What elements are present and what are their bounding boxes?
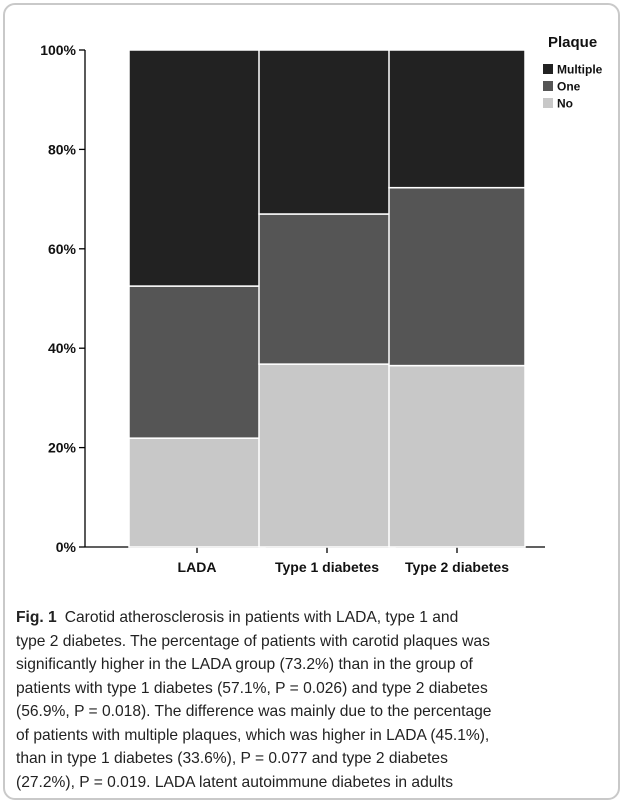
bar-segment-multiple bbox=[128, 49, 266, 287]
caption-line: significantly higher in the LADA group (… bbox=[16, 656, 473, 673]
bar-segment-one bbox=[258, 213, 396, 365]
x-tick-label: Type 2 diabetes bbox=[405, 559, 509, 575]
y-tick-label: 20% bbox=[48, 440, 77, 456]
chart-bars bbox=[128, 49, 526, 548]
figure-caption: Fig. 1 Carotid atherosclerosis in patient… bbox=[16, 606, 606, 794]
legend-title: Plaque bbox=[548, 34, 597, 51]
caption-line: than in type 1 diabetes (33.6%), P = 0.0… bbox=[16, 750, 448, 767]
caption-line: of patients with multiple plaques, which… bbox=[16, 726, 490, 744]
bar-segment-no bbox=[388, 364, 526, 548]
legend-swatch-one bbox=[543, 81, 553, 91]
legend-swatch-multiple bbox=[543, 64, 553, 74]
caption-line: (27.2%), P = 0.019. LADA latent autoimmu… bbox=[16, 773, 454, 791]
bar-segment-one bbox=[388, 186, 526, 367]
y-tick-label: 40% bbox=[48, 340, 77, 356]
bar-segment-multiple bbox=[258, 49, 396, 215]
y-tick-label: 60% bbox=[48, 241, 77, 257]
legend-label-one: One bbox=[557, 80, 581, 94]
stacked-bar-chart: LADA Type 1 diabetes Type 2 diabetes 0% 20% 4… bbox=[40, 34, 603, 575]
bar-segment-one bbox=[128, 285, 266, 439]
x-tick-label: Type 1 diabetes bbox=[275, 559, 379, 575]
y-tick-label: 0% bbox=[56, 539, 77, 555]
legend-label-no: No bbox=[557, 97, 573, 111]
legend-label-multiple: Multiple bbox=[557, 63, 603, 77]
x-tick-label: LADA bbox=[178, 559, 217, 575]
caption-line: patients with type 1 diabetes (57.1%, P … bbox=[16, 679, 488, 697]
y-tick-label: 100% bbox=[40, 42, 76, 58]
caption-text: Carotid atherosclerosis in patients with… bbox=[64, 609, 459, 626]
caption-line: type 2 diabetes. The percentage of patie… bbox=[16, 632, 490, 650]
bar-segment-no bbox=[258, 363, 396, 548]
y-tick-label: 80% bbox=[48, 141, 77, 157]
chart-legend: Plaque Multiple One No bbox=[543, 34, 603, 111]
legend-swatch-no bbox=[543, 98, 553, 108]
bar-segment-no bbox=[128, 437, 266, 548]
caption-line: Fig. 1 Carotid atherosclerosis in patient… bbox=[16, 606, 606, 630]
bar-segment-multiple bbox=[388, 49, 526, 189]
caption-line: (56.9%, P = 0.018). The difference was m… bbox=[16, 703, 492, 720]
figure-label: Fig. 1 bbox=[16, 609, 57, 626]
